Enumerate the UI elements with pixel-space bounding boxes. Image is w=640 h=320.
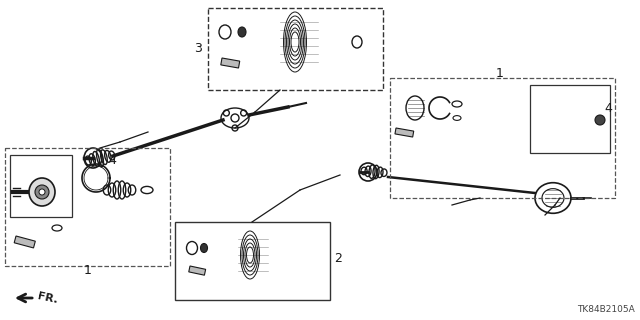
Bar bbox=[208, 8, 383, 90]
Ellipse shape bbox=[39, 189, 45, 195]
Ellipse shape bbox=[231, 114, 239, 122]
Ellipse shape bbox=[238, 27, 246, 37]
Bar bbox=[530, 85, 610, 153]
Ellipse shape bbox=[595, 115, 605, 125]
Bar bbox=[390, 78, 615, 198]
Ellipse shape bbox=[200, 244, 207, 252]
Ellipse shape bbox=[29, 178, 55, 206]
Text: 3: 3 bbox=[194, 42, 202, 54]
Text: TK84B2105A: TK84B2105A bbox=[577, 305, 635, 314]
Bar bbox=[221, 58, 240, 68]
Text: FR.: FR. bbox=[37, 291, 59, 305]
Text: 4: 4 bbox=[108, 154, 116, 166]
Bar bbox=[189, 266, 205, 275]
Bar bbox=[395, 128, 413, 137]
Text: 1: 1 bbox=[84, 263, 92, 276]
Ellipse shape bbox=[35, 185, 49, 199]
Bar bbox=[5, 148, 170, 266]
Bar bbox=[10, 155, 72, 217]
Text: 1: 1 bbox=[496, 67, 504, 79]
Bar bbox=[175, 222, 330, 300]
Text: 4: 4 bbox=[604, 101, 612, 115]
Text: 2: 2 bbox=[334, 252, 342, 265]
Bar bbox=[14, 236, 35, 248]
